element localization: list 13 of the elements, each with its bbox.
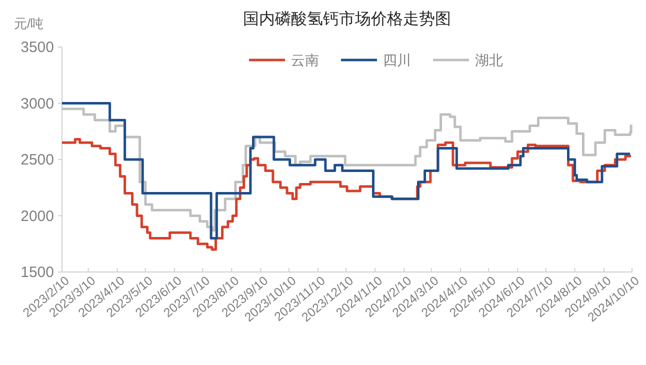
y-tick-label: 2500 (20, 152, 54, 168)
y-tick-label: 1500 (20, 264, 54, 281)
legend-item: 四川 (341, 52, 411, 68)
legend-item: 云南 (249, 52, 319, 68)
y-tick-label: 3500 (20, 39, 54, 56)
y-tick-label: 2000 (20, 208, 54, 225)
legend-label: 湖北 (475, 52, 503, 68)
legend-item: 湖北 (433, 52, 503, 68)
y-tick-label: 3000 (20, 95, 54, 112)
y-axis-title: 元/吨 (14, 16, 44, 31)
legend-label: 四川 (383, 52, 411, 68)
legend-label: 云南 (291, 52, 319, 68)
chart-title: 国内磷酸氢钙市场价格走势图 (243, 10, 451, 28)
